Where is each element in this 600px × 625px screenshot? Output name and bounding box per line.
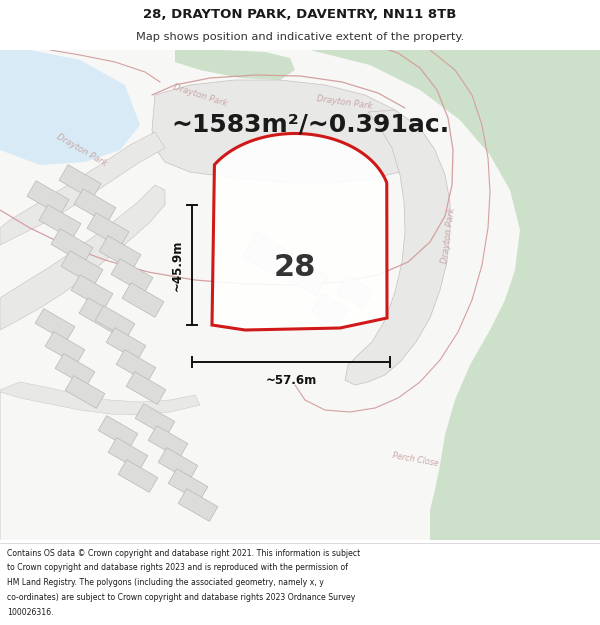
Text: 28: 28 [274,254,316,282]
Polygon shape [175,50,295,80]
Polygon shape [243,232,293,278]
Text: to Crown copyright and database rights 2023 and is reproduced with the permissio: to Crown copyright and database rights 2… [7,563,348,572]
Polygon shape [108,438,148,471]
Text: Perch Close: Perch Close [391,451,439,469]
Text: 100026316.: 100026316. [7,608,54,617]
Polygon shape [170,50,600,540]
Text: Drayton Park: Drayton Park [316,94,374,111]
Polygon shape [0,50,600,540]
Text: Map shows position and indicative extent of the property.: Map shows position and indicative extent… [136,32,464,43]
Text: Drayton Park: Drayton Park [55,132,109,168]
Polygon shape [0,132,165,245]
Polygon shape [118,459,158,492]
Text: co-ordinates) are subject to Crown copyright and database rights 2023 Ordnance S: co-ordinates) are subject to Crown copyr… [7,593,356,602]
Text: 28, DRAYTON PARK, DAVENTRY, NN11 8TB: 28, DRAYTON PARK, DAVENTRY, NN11 8TB [143,8,457,21]
Polygon shape [71,275,113,309]
Polygon shape [99,236,141,270]
Polygon shape [122,282,164,318]
Polygon shape [39,205,81,239]
Polygon shape [27,181,69,215]
Polygon shape [61,251,103,285]
Polygon shape [289,261,328,296]
Polygon shape [178,489,218,521]
Polygon shape [74,189,116,223]
Polygon shape [0,50,140,165]
Polygon shape [158,448,198,481]
Polygon shape [98,416,138,448]
Text: HM Land Registry. The polygons (including the associated geometry, namely x, y: HM Land Registry. The polygons (includin… [7,578,324,587]
Polygon shape [111,259,153,293]
Polygon shape [345,110,450,385]
Text: Contains OS data © Crown copyright and database right 2021. This information is : Contains OS data © Crown copyright and d… [7,549,361,558]
Polygon shape [45,332,85,364]
Polygon shape [106,328,146,361]
Text: ~1583m²/~0.391ac.: ~1583m²/~0.391ac. [171,113,449,137]
Polygon shape [126,372,166,404]
Polygon shape [168,469,208,501]
Polygon shape [116,349,156,382]
Text: Drayton Park: Drayton Park [440,206,457,264]
Polygon shape [0,382,200,540]
Text: ~45.9m: ~45.9m [170,239,184,291]
Polygon shape [480,440,600,540]
Polygon shape [337,276,373,308]
Polygon shape [35,309,75,341]
Polygon shape [59,165,101,199]
Polygon shape [95,306,135,338]
Polygon shape [148,426,188,458]
Polygon shape [87,213,129,248]
Polygon shape [152,80,420,183]
Polygon shape [0,185,165,330]
Polygon shape [65,376,105,408]
Polygon shape [55,354,95,386]
Text: Drayton Park: Drayton Park [172,82,228,108]
Polygon shape [51,229,93,263]
Polygon shape [135,404,175,436]
Polygon shape [79,298,121,332]
Polygon shape [212,134,387,330]
Polygon shape [312,294,348,326]
Text: ~57.6m: ~57.6m [265,374,317,386]
